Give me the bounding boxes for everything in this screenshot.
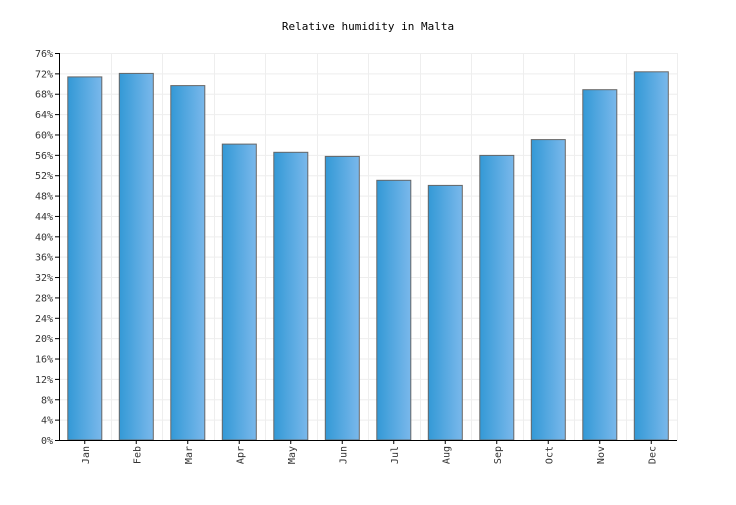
y-tick-label: 12% bbox=[35, 375, 53, 386]
bar-mar bbox=[170, 85, 206, 441]
y-tick-label: 0% bbox=[41, 436, 53, 447]
x-tick-label: Apr bbox=[235, 446, 246, 464]
x-tick-label: Nov bbox=[596, 446, 607, 464]
axes bbox=[59, 53, 677, 441]
y-tick-label: 76% bbox=[35, 49, 53, 60]
x-tick-label: May bbox=[287, 446, 298, 464]
x-tick-label: Aug bbox=[441, 446, 452, 464]
bar-nov bbox=[582, 89, 618, 441]
bar-feb bbox=[118, 72, 154, 441]
y-tick-label: 60% bbox=[35, 130, 53, 141]
bars bbox=[67, 71, 669, 441]
bar-jun bbox=[324, 155, 360, 441]
y-tick-label: 8% bbox=[41, 395, 53, 406]
chart-title: Relative humidity in Malta bbox=[282, 20, 454, 33]
x-tick-labels: Jan Feb Mar Apr May Jun Jul Aug Sep Oct Nov Dec bbox=[81, 440, 658, 464]
x-tick-label: Jun bbox=[338, 446, 349, 464]
y-tick-label: 52% bbox=[35, 171, 53, 182]
x-tick-label: Jan bbox=[81, 446, 92, 464]
y-tick-label: 36% bbox=[35, 253, 53, 264]
grid bbox=[59, 53, 678, 440]
y-tick-label: 68% bbox=[35, 90, 53, 101]
x-tick-label: Mar bbox=[184, 446, 195, 464]
bar-oct bbox=[530, 139, 566, 441]
x-tick-label: Feb bbox=[132, 446, 143, 464]
y-tick-label: 72% bbox=[35, 69, 53, 80]
y-tick-label: 56% bbox=[35, 151, 53, 162]
y-tick-label: 44% bbox=[35, 212, 53, 223]
y-tick-label: 4% bbox=[41, 416, 53, 427]
bar-dec bbox=[633, 71, 669, 441]
x-tick-label: Oct bbox=[544, 446, 555, 464]
bar-aug bbox=[427, 184, 463, 441]
x-tick-label: Jul bbox=[390, 446, 401, 464]
y-tick-label: 64% bbox=[35, 110, 53, 121]
y-tick-label: 32% bbox=[35, 273, 53, 284]
bar-jul bbox=[376, 179, 412, 441]
bar-sep bbox=[479, 154, 515, 441]
y-tick-label: 16% bbox=[35, 355, 53, 366]
y-tick-label: 20% bbox=[35, 334, 53, 345]
y-tick-label: 24% bbox=[35, 314, 53, 325]
y-tick-label: 40% bbox=[35, 232, 53, 243]
y-tick-labels: 0% 4% 8% 12% 16% 20% 24% 28% 32% 36% 40% 44% 48% 52% 5… bbox=[35, 49, 59, 447]
y-tick-label: 48% bbox=[35, 192, 53, 203]
bar-may bbox=[273, 151, 309, 441]
bar-apr bbox=[221, 143, 257, 441]
y-tick-label: 28% bbox=[35, 293, 53, 304]
bar-jan bbox=[67, 76, 103, 441]
x-tick-label: Dec bbox=[647, 446, 658, 464]
x-tick-label: Sep bbox=[493, 446, 504, 464]
